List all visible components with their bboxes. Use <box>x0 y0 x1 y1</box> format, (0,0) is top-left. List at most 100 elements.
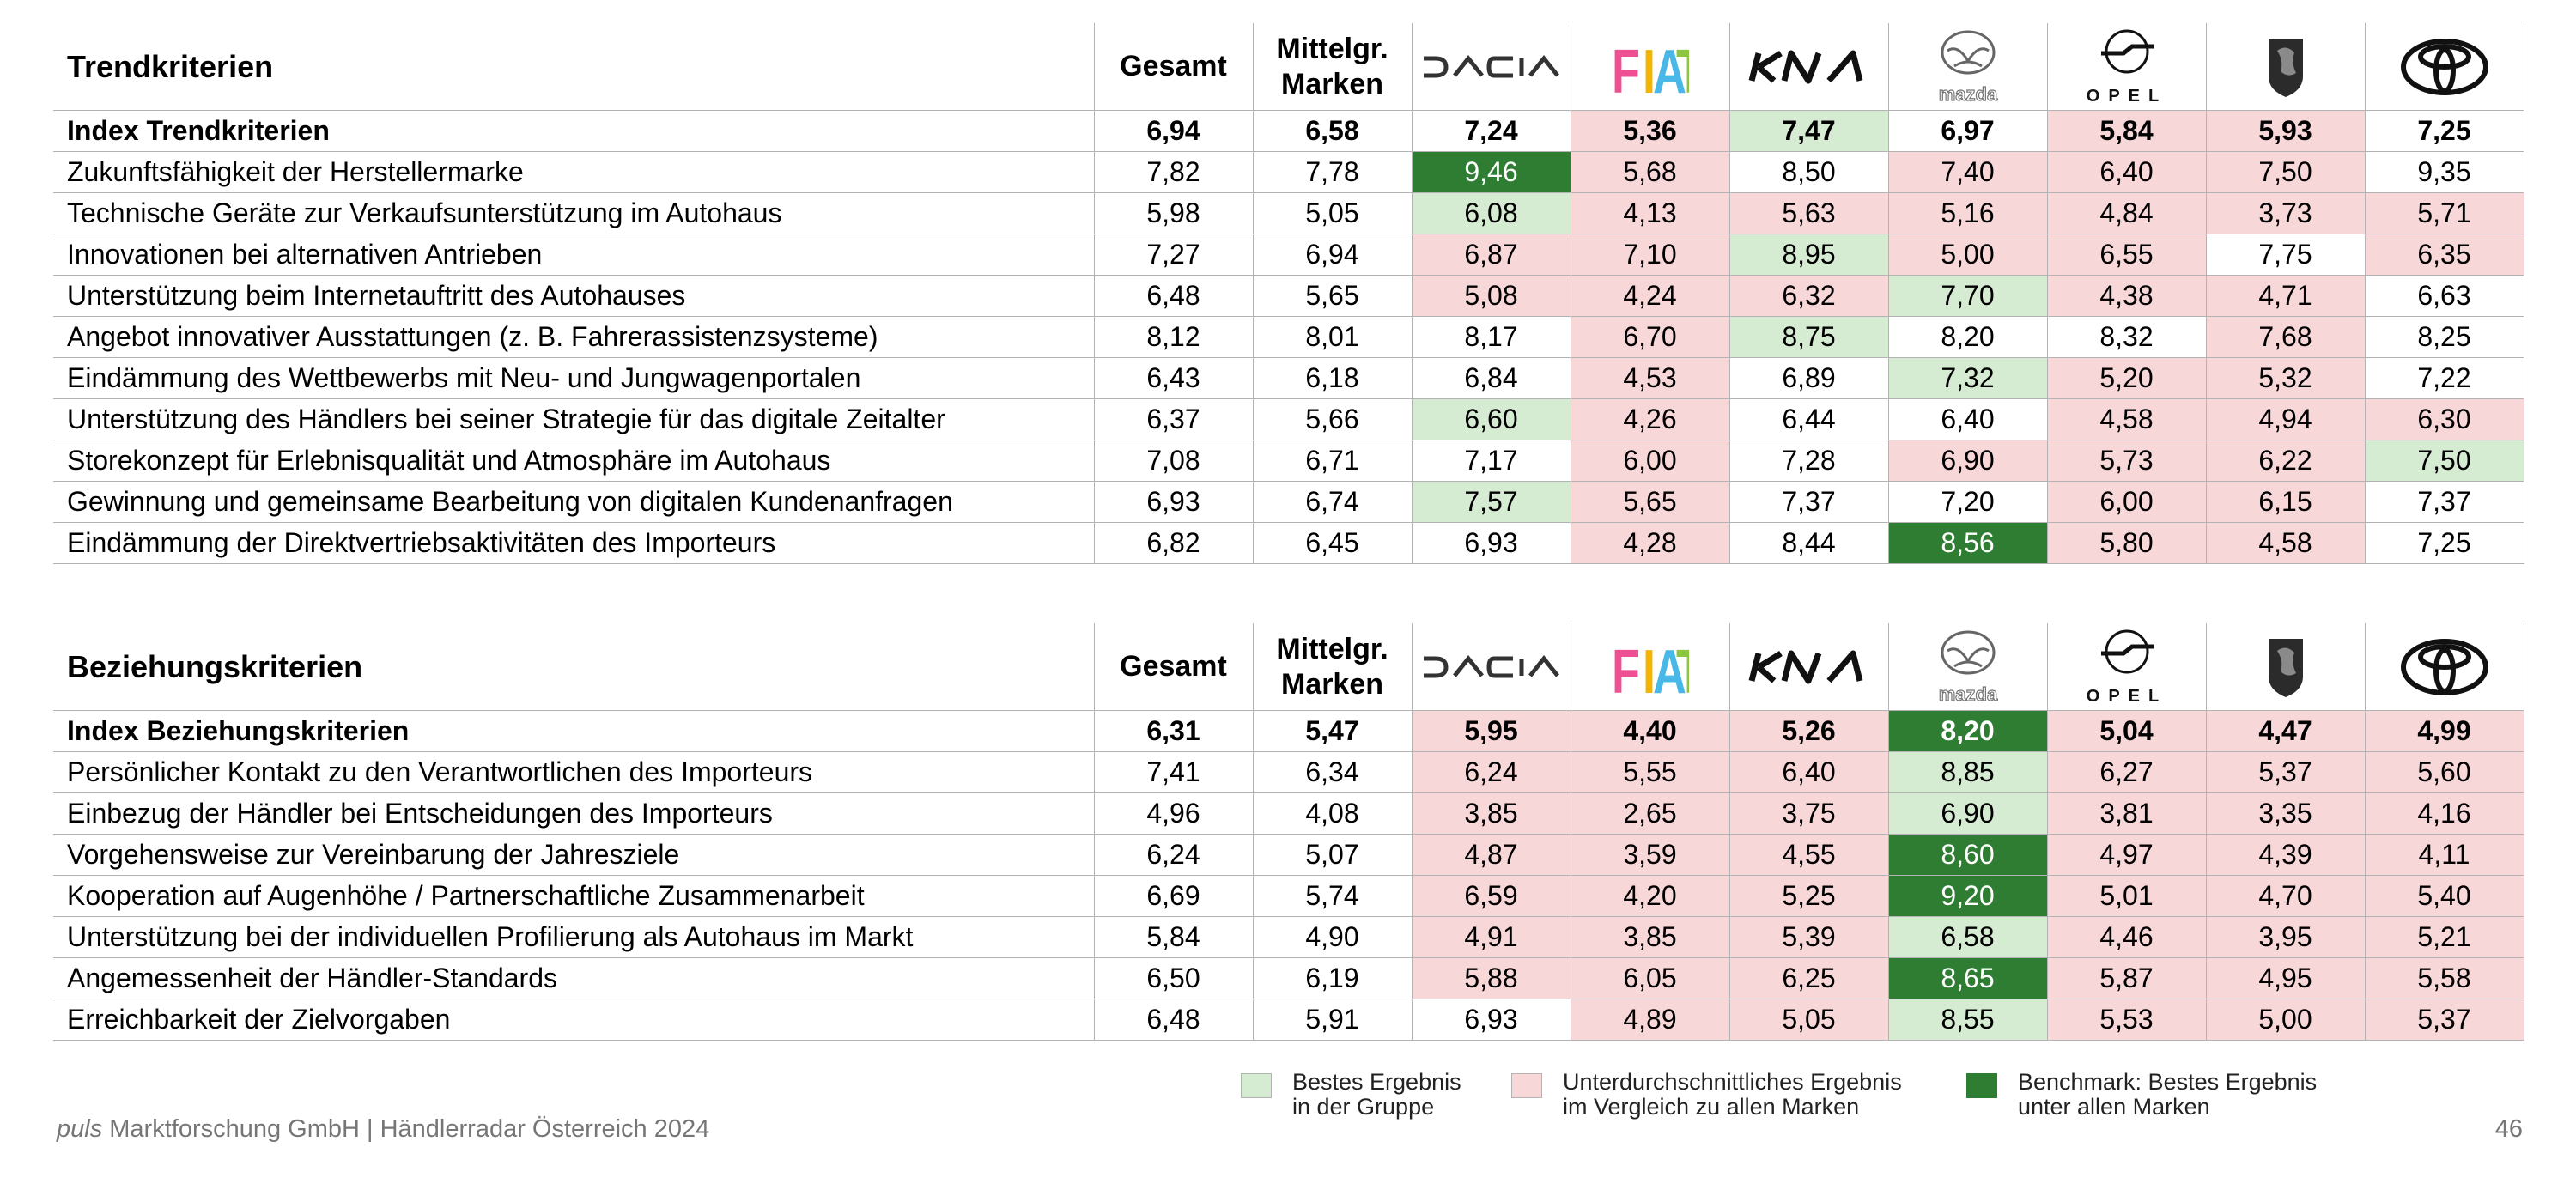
column-header-mazda-logo: mazda <box>1887 23 2048 111</box>
value-cell: 6,35 <box>2364 234 2524 276</box>
column-header-dacia-logo <box>1411 23 1571 111</box>
legend-below: Unterdurchschnittliches Ergebnis im Verg… <box>1511 1070 1902 1120</box>
column-header-peugeot-logo <box>2205 23 2366 111</box>
legend-benchmark: Benchmark: Bestes Ergebnis unter allen M… <box>1966 1070 2317 1120</box>
value-cell: 6,05 <box>1570 957 1730 999</box>
column-header-opel-logo: OPEL <box>2046 23 2207 111</box>
value-cell: 4,55 <box>1728 834 1889 876</box>
value-cell: 8,17 <box>1411 316 1571 358</box>
value-cell: 8,85 <box>1887 751 2048 793</box>
value-cell: 8,25 <box>2364 316 2524 358</box>
value-cell: 6,97 <box>1887 110 2048 152</box>
value-cell: 5,00 <box>1887 234 2048 276</box>
value-cell: 8,12 <box>1093 316 1254 358</box>
value-cell: 3,59 <box>1570 834 1730 876</box>
svg-text:A: A <box>1653 637 1686 697</box>
beziehung-table: Beziehungskriterien Gesamt Mittelgr. Marken… <box>53 623 2524 1041</box>
value-cell: 7,25 <box>2364 110 2524 152</box>
legend-swatch-below <box>1511 1073 1542 1098</box>
value-cell: 7,41 <box>1093 751 1254 793</box>
column-header-gesamt: Gesamt <box>1093 23 1254 111</box>
value-cell: 5,65 <box>1570 481 1730 523</box>
row-label: Angebot innovativer Ausstattungen (z. B.… <box>53 316 1095 358</box>
value-cell: 5,26 <box>1728 710 1889 752</box>
table-row: Angemessenheit der Händler-Standards 6,50… <box>53 957 2524 999</box>
value-cell: 7,47 <box>1728 110 1889 152</box>
value-cell: 4,47 <box>2205 710 2366 752</box>
value-cell: 5,60 <box>2364 751 2524 793</box>
value-cell: 6,48 <box>1093 999 1254 1041</box>
value-cell: 4,97 <box>2046 834 2207 876</box>
row-label: Storekonzept für Erlebnisqualität und At… <box>53 440 1095 482</box>
value-cell: 8,01 <box>1252 316 1413 358</box>
row-label: Vorgehensweise zur Vereinbarung der Jahr… <box>53 834 1095 876</box>
value-cell: 7,82 <box>1093 151 1254 193</box>
value-cell: 6,24 <box>1093 834 1254 876</box>
value-cell: 5,84 <box>1093 916 1254 958</box>
value-cell: 6,93 <box>1411 999 1571 1041</box>
value-cell: 4,84 <box>2046 192 2207 234</box>
value-cell: 6,40 <box>2046 151 2207 193</box>
column-header-fiat-logo: F I A T <box>1570 23 1730 111</box>
value-cell: 5,40 <box>2364 875 2524 917</box>
value-cell: 6,43 <box>1093 357 1254 399</box>
value-cell: 7,50 <box>2205 151 2366 193</box>
svg-text:T: T <box>1676 637 1689 697</box>
value-cell: 5,04 <box>2046 710 2207 752</box>
value-cell: 5,68 <box>1570 151 1730 193</box>
value-cell: 3,81 <box>2046 792 2207 835</box>
value-cell: 6,93 <box>1411 522 1571 564</box>
value-cell: 5,71 <box>2364 192 2524 234</box>
beziehung-index-row: Index Beziehungskriterien 6,31 5,47 5,95 4,4… <box>53 710 2524 752</box>
svg-text:mazda: mazda <box>1938 83 1997 105</box>
value-cell: 6,24 <box>1411 751 1571 793</box>
value-cell: 6,70 <box>1570 316 1730 358</box>
value-cell: 4,94 <box>2205 398 2366 440</box>
beziehung-header-row: Beziehungskriterien Gesamt Mittelgr. Marken… <box>53 623 2524 711</box>
row-label: Unterstützung beim Internetauftritt des … <box>53 275 1095 317</box>
value-cell: 8,20 <box>1887 316 2048 358</box>
value-cell: 4,58 <box>2046 398 2207 440</box>
trend-header-row: Trendkriterien Gesamt Mittelgr. Marken F I … <box>53 23 2524 111</box>
svg-text:I: I <box>1643 37 1656 97</box>
value-cell: 5,84 <box>2046 110 2207 152</box>
value-cell: 4,46 <box>2046 916 2207 958</box>
value-cell: 6,58 <box>1887 916 2048 958</box>
row-label: Einbezug der Händler bei Entscheidungen … <box>53 792 1095 835</box>
legend-swatch-benchmark <box>1966 1073 1997 1098</box>
value-cell: 4,99 <box>2364 710 2524 752</box>
value-cell: 6,40 <box>1728 751 1889 793</box>
value-cell: 6,44 <box>1728 398 1889 440</box>
value-cell: 8,32 <box>2046 316 2207 358</box>
value-cell: 4,87 <box>1411 834 1571 876</box>
value-cell: 6,71 <box>1252 440 1413 482</box>
value-cell: 6,19 <box>1252 957 1413 999</box>
value-cell: 7,37 <box>1728 481 1889 523</box>
value-cell: 2,65 <box>1570 792 1730 835</box>
value-cell: 7,24 <box>1411 110 1571 152</box>
value-cell: 3,85 <box>1570 916 1730 958</box>
value-cell: 4,91 <box>1411 916 1571 958</box>
value-cell: 5,65 <box>1252 275 1413 317</box>
row-label: Erreichbarkeit der Zielvorgaben <box>53 999 1095 1041</box>
kia-logo <box>1748 650 1862 683</box>
value-cell: 6,30 <box>2364 398 2524 440</box>
column-header-mittelgr: Mittelgr. Marken <box>1252 23 1413 111</box>
value-cell: 7,27 <box>1093 234 1254 276</box>
value-cell: 6,50 <box>1093 957 1254 999</box>
legend-best: Bestes Ergebnis in der Gruppe <box>1241 1070 1461 1120</box>
value-cell: 6,15 <box>2205 481 2366 523</box>
value-cell: 5,01 <box>2046 875 2207 917</box>
table-row: Unterstützung bei der individuellen Prof… <box>53 916 2524 958</box>
column-header-kia-logo <box>1728 23 1889 111</box>
value-cell: 5,36 <box>1570 110 1730 152</box>
row-label: Index Beziehungskriterien <box>53 710 1095 752</box>
value-cell: 7,25 <box>2364 522 2524 564</box>
value-cell: 7,28 <box>1728 440 1889 482</box>
value-cell: 5,58 <box>2364 957 2524 999</box>
value-cell: 7,70 <box>1887 275 2048 317</box>
value-cell: 5,53 <box>2046 999 2207 1041</box>
value-cell: 6,74 <box>1252 481 1413 523</box>
svg-text:F: F <box>1612 37 1640 97</box>
value-cell: 5,73 <box>2046 440 2207 482</box>
